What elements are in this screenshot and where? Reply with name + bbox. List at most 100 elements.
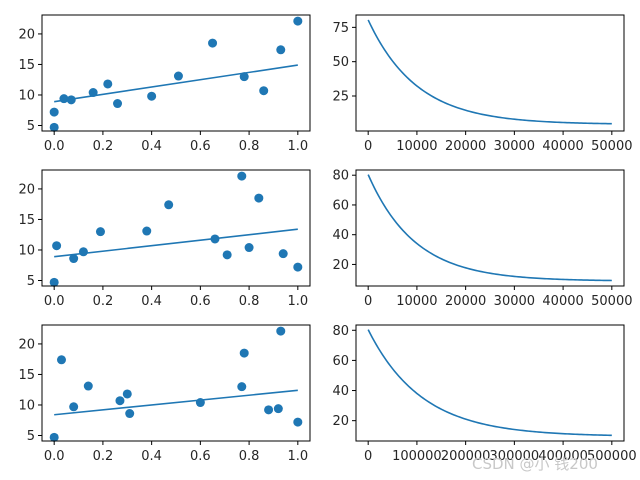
- subplot-5-xtick-label-3: 0.4: [141, 449, 162, 464]
- subplot-1-point-7: [113, 99, 123, 109]
- subplot-5-xtick-label-5: 0.8: [239, 449, 260, 464]
- subplot-1-point-12: [259, 86, 269, 96]
- subplot-6-xtick-label-5: 400000: [538, 449, 588, 464]
- subplot-2-ytick-label-1: 25: [332, 89, 349, 104]
- subplot-5-point-11: [264, 405, 274, 415]
- subplot-4-ytick-label-3: 60: [332, 198, 349, 213]
- subplot-1-point-8: [147, 91, 157, 101]
- subplot-5-point-9: [237, 382, 247, 392]
- subplot-3-point-5: [95, 227, 105, 237]
- subplot-6-xtick-label-4: 300000: [490, 449, 540, 464]
- subplot-1-ytick-label-4: 20: [18, 27, 35, 42]
- subplot-5-xtick-label-6: 1.0: [287, 449, 308, 464]
- subplot-5-xtick-label-2: 0.2: [93, 449, 114, 464]
- subplot-5-point-13: [276, 326, 286, 336]
- subplot-3-ytick-label-2: 10: [18, 243, 35, 258]
- subplot-5-point-8: [195, 398, 205, 408]
- subplot-5-point-6: [122, 389, 132, 399]
- subplot-3-xtick-label-5: 0.8: [239, 294, 260, 309]
- subplot-5-xtick-label-4: 0.6: [190, 449, 211, 464]
- subplot-3-point-14: [293, 262, 303, 272]
- subplot-5-ytick-label-2: 10: [18, 398, 35, 413]
- subplot-1-xtick-label-1: 0.0: [44, 139, 65, 154]
- subplot-1-point-11: [239, 72, 249, 82]
- subplot-3-fit-line: [54, 228, 298, 258]
- subplot-3-xtick-label-4: 0.6: [190, 294, 211, 309]
- subplot-6-ytick-label-4: 80: [332, 324, 349, 339]
- subplot-2-xtick-label-1: 0: [364, 139, 372, 154]
- subplot-1-xtick-label-5: 0.8: [239, 139, 260, 154]
- subplot-2-xtick-label-3: 20000: [445, 139, 486, 154]
- subplot-5-ytick-label-4: 20: [18, 337, 35, 352]
- subplot-5-point-5: [115, 396, 125, 406]
- subplot-5-fit-line: [54, 389, 298, 416]
- subplot-5-point-2: [56, 355, 66, 365]
- subplot-3-point-1: [49, 277, 59, 287]
- subplot-3-point-9: [222, 250, 232, 260]
- subplot-2-xtick-label-6: 50000: [591, 139, 632, 154]
- subplot-5-point-12: [273, 404, 283, 414]
- subplot-1-xtick-label-2: 0.2: [93, 139, 114, 154]
- subplot-3-ytick-label-4: 20: [18, 182, 35, 197]
- subplot-1-point-9: [173, 71, 183, 81]
- subplot-5-ytick-label-1: 5: [27, 429, 35, 444]
- subplot-1-ytick-label-1: 5: [27, 119, 35, 134]
- subplot-3-point-2: [52, 241, 62, 251]
- subplot-5-point-7: [125, 409, 135, 419]
- subplot-3-point-12: [254, 193, 264, 203]
- subplot-3-frame: [41, 169, 311, 287]
- subplot-3-point-11: [244, 243, 254, 253]
- watermark: CSDN @小 钱200: [472, 455, 598, 473]
- subplot-3-ytick-label-3: 15: [18, 213, 35, 228]
- subplot-2-xtick-label-4: 30000: [494, 139, 535, 154]
- subplot-4-frame: [355, 169, 625, 287]
- subplot-1-point-10: [208, 38, 218, 48]
- subplot-6-xtick-label-3: 200000: [441, 449, 491, 464]
- subplot-2-ytick-label-3: 75: [332, 21, 349, 36]
- subplot-4-xtick-label-2: 10000: [396, 294, 437, 309]
- subplot-3-point-3: [69, 254, 79, 264]
- subplot-4-xtick-label-5: 40000: [542, 294, 583, 309]
- subplot-5-point-3: [69, 402, 79, 412]
- subplot-6-curve: [367, 329, 612, 437]
- subplot-6-xtick-label-1: 0: [364, 449, 372, 464]
- subplot-6-xtick-label-2: 100000: [392, 449, 442, 464]
- subplot-3-point-8: [210, 234, 220, 244]
- subplot-1-point-2: [49, 107, 59, 117]
- subplot-3-point-4: [78, 247, 88, 257]
- subplot-4-xtick-label-3: 20000: [445, 294, 486, 309]
- subplot-3-ytick-label-1: 5: [27, 274, 35, 289]
- subplot-6-ytick-label-1: 20: [332, 414, 349, 429]
- subplot-3-xtick-label-1: 0.0: [44, 294, 65, 309]
- subplot-5-point-1: [49, 432, 59, 442]
- subplot-3-point-7: [164, 200, 174, 210]
- subplot-2-xtick-label-5: 40000: [542, 139, 583, 154]
- subplot-3-point-6: [142, 226, 152, 236]
- subplot-6-xtick-label-6: 500000: [587, 449, 637, 464]
- subplot-5-point-14: [293, 417, 303, 427]
- subplot-5-point-10: [239, 348, 249, 358]
- subplot-1-point-5: [88, 88, 98, 98]
- subplot-2-curve: [367, 19, 612, 125]
- subplot-1-xtick-label-6: 1.0: [287, 139, 308, 154]
- subplot-4-ytick-label-2: 40: [332, 228, 349, 243]
- subplot-4-xtick-label-1: 0: [364, 294, 372, 309]
- subplot-5-xtick-label-1: 0.0: [44, 449, 65, 464]
- subplot-1-point-14: [293, 16, 303, 26]
- subplot-2-xtick-label-2: 10000: [396, 139, 437, 154]
- subplot-1-xtick-label-3: 0.4: [141, 139, 162, 154]
- subplot-1-frame: [41, 14, 311, 132]
- subplot-3-point-13: [278, 249, 288, 259]
- subplot-1-point-13: [276, 45, 286, 55]
- subplot-2-frame: [355, 14, 625, 132]
- subplot-1-ytick-label-2: 10: [18, 88, 35, 103]
- subplot-4-ytick-label-1: 20: [332, 258, 349, 273]
- subplot-1-ytick-label-3: 15: [18, 58, 35, 73]
- subplot-5-point-4: [83, 381, 93, 391]
- subplot-4-ytick-label-4: 80: [332, 169, 349, 184]
- subplot-6-ytick-label-2: 40: [332, 384, 349, 399]
- subplot-1-point-4: [66, 95, 76, 105]
- subplot-5-ytick-label-3: 15: [18, 368, 35, 383]
- subplot-3-xtick-label-6: 1.0: [287, 294, 308, 309]
